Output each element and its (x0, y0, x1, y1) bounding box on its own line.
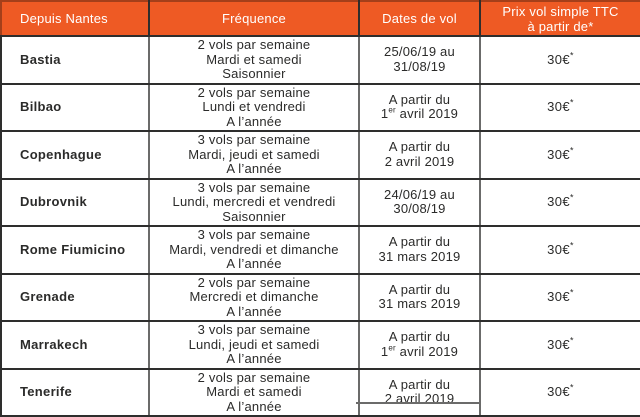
header-depuis-nantes: Depuis Nantes (0, 0, 150, 37)
price-cell: 30€* (479, 320, 640, 370)
dates-cell: A partir du 1er avril 2019 (358, 82, 481, 132)
price-cell: 30€* (479, 82, 640, 132)
price-cell: 30€* (479, 367, 640, 417)
dates-cell: A partir du 2 avril 2019 (358, 130, 481, 180)
table-row: Marrakech 3 vols par semaine Lundi, jeudi … (0, 320, 640, 370)
table-row: Tenerife 2 vols par semaine Mardi et samed… (0, 367, 640, 417)
frequency-cell: 2 vols par semaine Lundi et vendredi A l’a… (148, 82, 360, 132)
frequency-cell: 3 vols par semaine Mardi, jeudi et samedi… (148, 130, 360, 180)
table-row: Bastia 2 vols par semaine Mardi et samedi S… (0, 35, 640, 85)
header-frequence: Fréquence (148, 0, 360, 37)
dates-cell: 25/06/19 au 31/08/19 (358, 35, 481, 85)
table-row: Copenhague 3 vols par semaine Mardi, jeudi… (0, 130, 640, 180)
price-cell: 30€* (479, 177, 640, 227)
header-row: Depuis Nantes Fréquence Dates de vol Pri… (0, 0, 640, 37)
city-cell: Rome Fiumicino (0, 225, 150, 275)
cutoff-row-border (356, 402, 480, 404)
frequency-cell: 3 vols par semaine Lundi, jeudi et samedi… (148, 320, 360, 370)
frequency-cell: 2 vols par semaine Mercredi et dimanche A … (148, 272, 360, 322)
price-cell: 30€* (479, 35, 640, 85)
city-cell: Copenhague (0, 130, 150, 180)
price-cell: 30€* (479, 272, 640, 322)
price-cell: 30€* (479, 130, 640, 180)
price-cell: 30€* (479, 225, 640, 275)
table-row: Rome Fiumicino 3 vols par semaine Mardi, v… (0, 225, 640, 275)
city-cell: Bastia (0, 35, 150, 85)
city-cell: Marrakech (0, 320, 150, 370)
dates-cell: A partir du 2 avril 2019 (358, 367, 481, 417)
dates-cell: A partir du 31 mars 2019 (358, 225, 481, 275)
table-body: Bastia 2 vols par semaine Mardi et samedi S… (0, 35, 640, 417)
city-cell: Dubrovnik (0, 177, 150, 227)
frequency-cell: 3 vols par semaine Lundi, mercredi et ven… (148, 177, 360, 227)
city-cell: Bilbao (0, 82, 150, 132)
dates-cell: A partir du 31 mars 2019 (358, 272, 481, 322)
frequency-cell: 2 vols par semaine Mardi et samedi Saisonn… (148, 35, 360, 85)
city-cell: Grenade (0, 272, 150, 322)
table-row: Dubrovnik 3 vols par semaine Lundi, mercre… (0, 177, 640, 227)
frequency-cell: 2 vols par semaine Mardi et samedi A l’ann… (148, 367, 360, 417)
table-row: Bilbao 2 vols par semaine Lundi et vendred… (0, 82, 640, 132)
table-row: Grenade 2 vols par semaine Mercredi et dim… (0, 272, 640, 322)
header-prix-vol: Prix vol simple TTC à partir de* (479, 0, 640, 37)
city-cell: Tenerife (0, 367, 150, 417)
header-dates-de-vol: Dates de vol (358, 0, 481, 37)
frequency-cell: 3 vols par semaine Mardi, vendredi et dim… (148, 225, 360, 275)
dates-cell: 24/06/19 au 30/08/19 (358, 177, 481, 227)
dates-cell: A partir du 1er avril 2019 (358, 320, 481, 370)
